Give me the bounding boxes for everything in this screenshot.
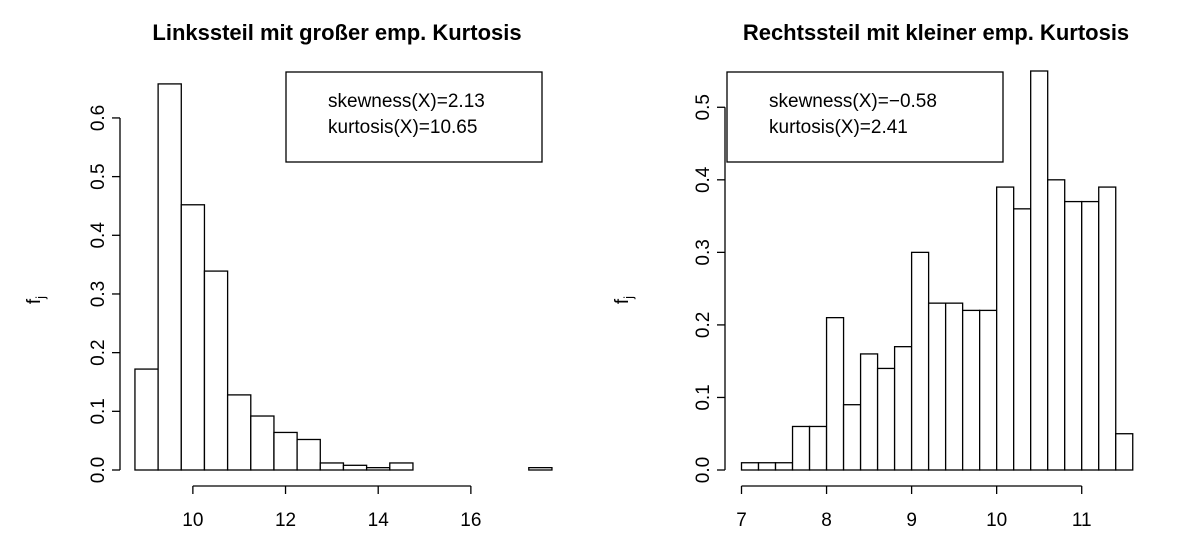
histogram-bar-17	[528, 467, 553, 471]
x-tick-label: 11	[1072, 510, 1092, 531]
histogram-bar-3	[203, 270, 229, 471]
right-histogram-panel: Rechtssteil mit kleiner emp. Kurtosis fj…	[612, 20, 1134, 531]
x-tick-label: 8	[821, 510, 832, 531]
histogram-bar-9	[342, 464, 368, 471]
histogram-bar-8	[319, 462, 345, 471]
histogram-bar-12	[944, 302, 964, 471]
y-tick-label: 0.1	[88, 398, 109, 424]
legend-entry: skewness(X)=2.13	[328, 91, 485, 112]
histogram-bar-2	[774, 462, 794, 471]
histogram-bar-2	[180, 204, 206, 471]
y-tick-label: 0.2	[693, 312, 714, 338]
right-chart-title: Rechtssteil mit kleiner emp. Kurtosis	[743, 20, 1129, 45]
histogram-bar-14	[979, 309, 998, 471]
left-legend: skewness(X)=2.13 kurtosis(X)=10.65	[285, 71, 543, 163]
histogram-bar-10	[910, 251, 930, 471]
x-tick-label: 12	[275, 510, 296, 531]
histogram-bar-0	[134, 368, 159, 471]
y-tick-label: 0.4	[693, 166, 714, 193]
histogram-bar-21	[1098, 186, 1117, 471]
right-x-axis: 7 8 9 10 11	[736, 485, 1092, 531]
histogram-bar-3	[791, 425, 811, 471]
histogram-bar-4	[808, 425, 828, 471]
y-tick-label: 0.0	[693, 457, 714, 483]
y-tick-label: 0.5	[693, 94, 714, 120]
left-bars	[134, 83, 553, 471]
histogram-bar-6	[273, 431, 298, 471]
right-legend: skewness(X)=−0.58 kurtosis(X)=2.41	[726, 71, 1004, 163]
left-chart-title: Linkssteil mit großer emp. Kurtosis	[152, 20, 521, 45]
x-tick-label: 7	[736, 510, 747, 531]
x-tick-label: 10	[182, 510, 203, 531]
histogram-bar-1	[157, 83, 182, 471]
x-tick-label: 14	[368, 510, 390, 531]
y-tick-label: 0.3	[88, 281, 109, 307]
y-tick-label: 0.1	[693, 384, 714, 410]
y-tick-label: 0.5	[88, 163, 109, 189]
x-tick-label: 10	[986, 510, 1007, 531]
histogram-bar-17	[1030, 70, 1049, 471]
right-y-axis: 0.0 0.1 0.2 0.3 0.4 0.5	[693, 94, 726, 483]
histogram-bar-9	[893, 346, 913, 471]
histogram-bar-0	[740, 462, 760, 471]
histogram-bar-11	[927, 302, 947, 471]
histogram-bar-15	[996, 186, 1015, 471]
histogram-bar-13	[961, 309, 981, 471]
left-histogram-panel: Linkssteil mit großer emp. Kurtosis fj 0…	[24, 20, 553, 531]
histogram-bar-5	[250, 415, 275, 471]
y-tick-label: 0.2	[88, 339, 109, 365]
legend-entry: kurtosis(X)=2.41	[769, 117, 908, 138]
histogram-bar-7	[859, 353, 879, 471]
histogram-bar-7	[296, 438, 321, 471]
y-tick-label: 0.3	[693, 239, 714, 265]
histogram-bar-5	[825, 317, 845, 471]
histogram-bar-18	[1047, 179, 1066, 471]
y-tick-label: 0.0	[88, 457, 109, 483]
histogram-bar-11	[389, 462, 414, 471]
legend-entry: kurtosis(X)=10.65	[328, 117, 477, 138]
right-bars	[740, 70, 1134, 471]
legend-box	[285, 71, 543, 163]
x-tick-label: 9	[906, 510, 917, 531]
histogram-bar-8	[876, 367, 896, 471]
left-y-axis-label: fj	[24, 296, 48, 304]
histogram-bar-1	[757, 462, 777, 471]
histogram-bar-6	[842, 404, 862, 471]
right-y-axis-label: fj	[612, 296, 636, 304]
legend-box	[726, 71, 1004, 163]
histogram-bar-4	[226, 394, 252, 471]
legend-entry: skewness(X)=−0.58	[769, 91, 937, 112]
y-tick-label: 0.6	[88, 105, 109, 131]
left-y-axis: 0.0 0.1 0.2 0.3 0.4 0.5 0.6	[88, 105, 121, 483]
histogram-bar-10	[365, 467, 391, 471]
histogram-bar-19	[1064, 200, 1083, 471]
x-tick-label: 16	[460, 510, 481, 531]
histogram-bar-16	[1013, 208, 1032, 471]
histogram-bar-20	[1081, 200, 1100, 471]
y-tick-label: 0.4	[88, 222, 109, 249]
left-x-axis: 10 12 14 16	[182, 485, 481, 531]
histogram-bar-22	[1115, 433, 1134, 471]
